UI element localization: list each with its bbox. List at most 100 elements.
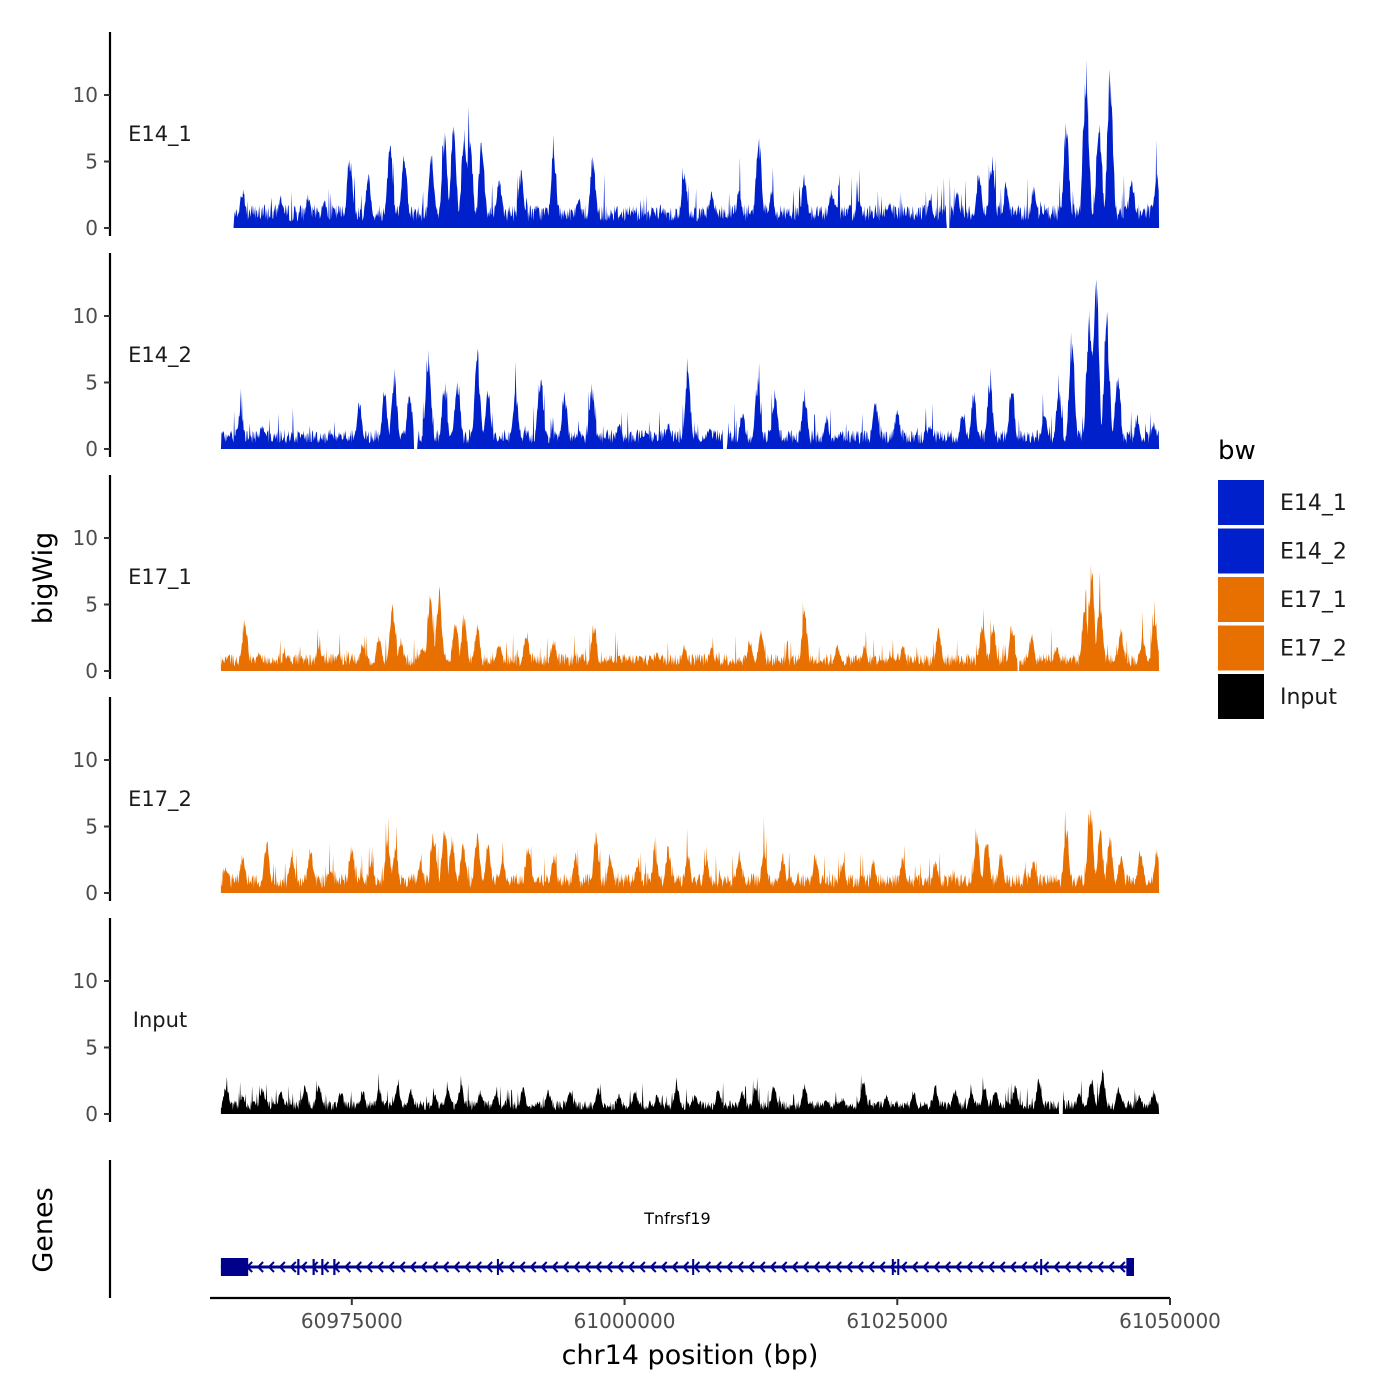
gene-strand-arrow [420, 1261, 428, 1273]
gene-strand-arrow [354, 1261, 362, 1273]
x-tick-label-61025000: 61025000 [846, 1309, 948, 1333]
track-label-Input: Input [133, 1008, 187, 1032]
track-label-E14_2: E14_2 [128, 343, 192, 368]
gene-exon-3 [321, 1259, 324, 1275]
y-tick-label-E14_1-10: 10 [73, 83, 98, 107]
gene-strand-arrow [322, 1261, 330, 1273]
gene-strand-arrow [1074, 1261, 1082, 1273]
y-tick-label-E14_1-0: 0 [85, 216, 98, 240]
gene-exon-1 [297, 1259, 300, 1275]
legend-label-E17_1: E17_1 [1280, 588, 1347, 613]
gene-strand-arrow [965, 1261, 973, 1273]
gene-strand-arrow [387, 1261, 395, 1273]
legend-key-E14_2 [1218, 528, 1264, 574]
gene-strand-arrow [409, 1261, 417, 1273]
y-tick-label-E17_1-5: 5 [85, 593, 98, 617]
y-tick-label-E14_2-10: 10 [73, 304, 98, 328]
gene-strand-arrow [987, 1261, 995, 1273]
gene-strand-arrow [256, 1261, 264, 1273]
gene-strand-arrow [900, 1261, 908, 1273]
gene-strand-arrow [474, 1261, 482, 1273]
gene-strand-arrow [660, 1261, 668, 1273]
gene-strand-arrow [1053, 1261, 1061, 1273]
gene-strand-arrow [714, 1261, 722, 1273]
legend-label-E14_1: E14_1 [1280, 491, 1347, 516]
y-tick-label-E14_2-5: 5 [85, 371, 98, 395]
gene-strand-arrow [1009, 1261, 1017, 1273]
gene-strand-arrow [878, 1261, 886, 1273]
gene-strand-arrow [1107, 1261, 1115, 1273]
gene-strand-arrow [1085, 1261, 1093, 1273]
gene-strand-arrow [518, 1261, 526, 1273]
gene-strand-arrow [638, 1261, 646, 1273]
gene-strand-arrow [463, 1261, 472, 1273]
gene-strand-arrow [736, 1261, 744, 1273]
y-tick-label-E14_2-0: 0 [85, 437, 98, 461]
signal-area-Input [220, 1068, 1160, 1114]
gene-exon-5 [496, 1259, 499, 1275]
gene-strand-arrow [922, 1261, 930, 1273]
y-tick-label-E17_2-0: 0 [85, 881, 98, 905]
gene-strand-arrow [1096, 1261, 1104, 1273]
track-label-E14_1: E14_1 [128, 122, 192, 147]
gene-strand-arrow [485, 1261, 493, 1273]
gene-name-label: Tnfrsf19 [643, 1209, 710, 1228]
gene-strand-arrow [376, 1261, 384, 1273]
tracks-group: 0 5 10 E14_1 0 5 10 E14_2 0 5 10 E17_1 0 5 10 E17_2 0 5 10… [73, 32, 1160, 1126]
gene-strand-arrow [649, 1261, 657, 1273]
gene-strand-arrow [289, 1261, 297, 1273]
legend-label-Input: Input [1280, 685, 1337, 710]
track-label-E17_1: E17_1 [128, 565, 192, 590]
x-axis-title: chr14 position (bp) [562, 1340, 819, 1371]
gene-strand-arrow [529, 1261, 537, 1273]
gene-exon-2 [312, 1259, 315, 1275]
signal-area-E14_2 [220, 279, 1160, 449]
y-tick-label-E17_1-0: 0 [85, 659, 98, 683]
legend-key-E17_2 [1218, 625, 1264, 671]
gene-strand-arrow [682, 1261, 690, 1273]
gene-strand-arrow [802, 1261, 810, 1273]
y-tick-label-Input-5: 5 [85, 1036, 98, 1060]
legend-label-E17_2: E17_2 [1280, 637, 1347, 662]
gene-strand-arrow [823, 1261, 832, 1273]
signal-area-E14_1 [220, 59, 1160, 229]
gene-exon-0 [220, 1258, 249, 1276]
gene-strand-arrow [453, 1261, 461, 1273]
gene-strand-arrow [703, 1261, 712, 1273]
track-label-E17_2: E17_2 [128, 787, 192, 812]
gene-exon-4 [333, 1259, 336, 1275]
gene-strand-arrow [813, 1261, 821, 1273]
legend-title: bw [1218, 436, 1256, 466]
gene-strand-arrow [398, 1261, 406, 1273]
gene-strand-arrow [616, 1261, 624, 1273]
gene-exon-10 [1126, 1258, 1134, 1276]
y-tick-label-Input-0: 0 [85, 1102, 98, 1126]
gene-strand-arrow [954, 1261, 962, 1273]
gene-strand-arrow [1042, 1261, 1050, 1273]
gene-strand-arrow [627, 1261, 635, 1273]
gene-strand-arrow [943, 1261, 952, 1273]
x-tick-label-60975000: 60975000 [301, 1309, 403, 1333]
y-tick-label-E14_1-5: 5 [85, 150, 98, 174]
legend-key-Input [1218, 674, 1264, 719]
gene-strand-arrow [300, 1261, 308, 1273]
gene-strand-arrow [1118, 1261, 1126, 1273]
gene-strand-arrow [671, 1261, 679, 1273]
legend: bw E14_1 E14_2 E17_1 E17_2 Input [1218, 436, 1347, 719]
gene-strand-arrow [442, 1261, 450, 1273]
signal-area-E17_1 [220, 564, 1160, 671]
gene-strand-arrow [834, 1261, 842, 1273]
gene-strand-arrow [856, 1261, 864, 1273]
gene-strand-arrow [1063, 1261, 1072, 1273]
y-tick-label-Input-10: 10 [73, 969, 98, 993]
gene-strand-arrow [507, 1261, 515, 1273]
gene-strand-arrow [845, 1261, 853, 1273]
gene-strand-arrow [1020, 1261, 1028, 1273]
gene-strand-arrow [867, 1261, 875, 1273]
y-axis-title: bigWig [28, 532, 59, 625]
gene-strand-arrow [889, 1261, 897, 1273]
y-tick-label-E17_1-10: 10 [73, 526, 98, 550]
gene-strand-arrow [267, 1261, 275, 1273]
legend-key-E17_1 [1218, 577, 1264, 622]
gene-strand-arrow [998, 1261, 1006, 1273]
